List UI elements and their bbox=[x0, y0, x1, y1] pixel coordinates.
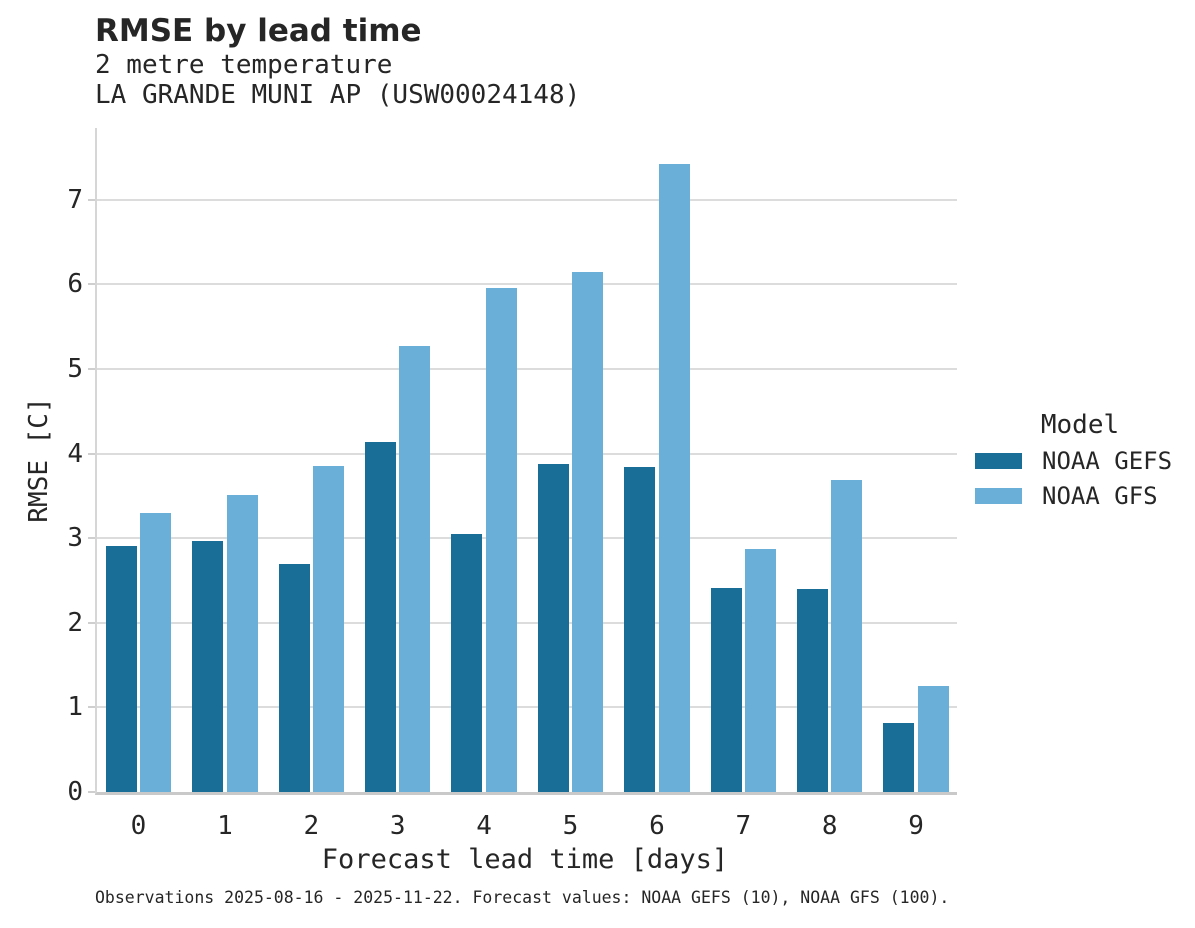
y-tick-mark-6 bbox=[88, 283, 95, 286]
bar-noaa-gfs-day-9 bbox=[917, 686, 949, 792]
chart-subtitle-station: LA GRANDE MUNI AP (USW00024148) bbox=[95, 80, 581, 110]
y-tick-mark-2 bbox=[88, 621, 95, 624]
gridline-y-3 bbox=[97, 537, 957, 540]
bar-noaa-gefs-day-8 bbox=[796, 589, 828, 792]
legend-item-noaa-gefs: NOAA GEFS bbox=[975, 449, 1185, 473]
y-tick-mark-5 bbox=[88, 368, 95, 371]
gridline-y-6 bbox=[97, 283, 957, 286]
bar-noaa-gefs-day-2 bbox=[278, 563, 310, 792]
bar-noaa-gefs-day-3 bbox=[364, 441, 396, 792]
x-tick-label-4: 4 bbox=[476, 811, 492, 841]
legend: Model NOAA GEFS NOAA GFS bbox=[975, 410, 1185, 523]
legend-swatch-noaa-gefs bbox=[975, 453, 1022, 469]
caption: Observations 2025-08-16 - 2025-11-22. Fo… bbox=[95, 888, 950, 907]
x-tick-label-5: 5 bbox=[562, 811, 579, 841]
y-tick-mark-0 bbox=[88, 791, 95, 793]
gridline-y-2 bbox=[97, 621, 957, 624]
bar-noaa-gfs-day-4 bbox=[485, 287, 517, 792]
gridline-y-4 bbox=[97, 452, 957, 455]
bar-noaa-gfs-day-2 bbox=[313, 466, 345, 792]
x-tick-label-3: 3 bbox=[389, 811, 406, 841]
legend-label-noaa-gefs: NOAA GEFS bbox=[1042, 447, 1173, 475]
bar-noaa-gfs-day-1 bbox=[226, 495, 258, 792]
bar-noaa-gfs-day-3 bbox=[399, 346, 431, 792]
x-tick-label-8: 8 bbox=[821, 811, 838, 841]
bar-noaa-gefs-day-0 bbox=[105, 545, 137, 792]
y-tick-label-0: 0 bbox=[67, 777, 83, 807]
gridline-y-1 bbox=[97, 706, 957, 709]
bar-noaa-gefs-day-4 bbox=[451, 534, 483, 792]
chart-subtitle-variable: 2 metre temperature bbox=[95, 50, 393, 80]
y-tick-label-1: 1 bbox=[67, 692, 83, 723]
x-tick-label-1: 1 bbox=[217, 811, 233, 841]
bar-noaa-gefs-day-1 bbox=[192, 540, 224, 792]
y-tick-label-6: 6 bbox=[67, 269, 83, 300]
gridline-y-7 bbox=[97, 198, 957, 201]
plot-area: 0 1 2 3 4 5 6 7 0 1 2 3 4 5 6 7 8 9 bbox=[67, 128, 957, 841]
bar-noaa-gefs-day-6 bbox=[624, 467, 656, 792]
chart-title: RMSE by lead time bbox=[95, 13, 422, 49]
legend-item-noaa-gfs: NOAA GFS bbox=[975, 484, 1185, 508]
bar-noaa-gfs-day-6 bbox=[658, 163, 690, 792]
bar-noaa-gfs-day-5 bbox=[572, 271, 604, 792]
x-tick-label-7: 7 bbox=[735, 811, 752, 841]
y-axis-title: RMSE [C] bbox=[24, 397, 54, 523]
y-tick-mark-7 bbox=[88, 198, 95, 201]
y-tick-mark-3 bbox=[88, 537, 95, 540]
x-tick-label-9: 9 bbox=[908, 811, 924, 841]
y-tick-label-5: 5 bbox=[67, 354, 83, 385]
bar-noaa-gfs-day-8 bbox=[831, 479, 863, 792]
bar-noaa-gefs-day-9 bbox=[883, 722, 915, 792]
legend-title: Model bbox=[1040, 410, 1120, 440]
gridline-y-5 bbox=[97, 368, 957, 371]
bar-noaa-gefs-day-5 bbox=[537, 463, 569, 792]
bar-noaa-gefs-day-7 bbox=[710, 588, 742, 792]
x-axis-title: Forecast lead time [days] bbox=[321, 844, 729, 875]
y-tick-label-2: 2 bbox=[67, 607, 83, 638]
legend-swatch-noaa-gfs bbox=[975, 488, 1022, 504]
y-tick-mark-4 bbox=[88, 452, 95, 455]
y-tick-label-4: 4 bbox=[67, 438, 83, 469]
y-tick-mark-1 bbox=[88, 706, 95, 709]
bar-noaa-gfs-day-0 bbox=[140, 512, 172, 792]
y-tick-label-3: 3 bbox=[67, 523, 83, 554]
x-tick-label-0: 0 bbox=[130, 811, 147, 841]
x-tick-label-6: 6 bbox=[649, 811, 665, 841]
y-tick-label-7: 7 bbox=[67, 184, 83, 215]
x-tick-label-2: 2 bbox=[303, 811, 320, 841]
legend-label-noaa-gfs: NOAA GFS bbox=[1042, 482, 1158, 510]
bar-noaa-gfs-day-7 bbox=[745, 549, 777, 792]
